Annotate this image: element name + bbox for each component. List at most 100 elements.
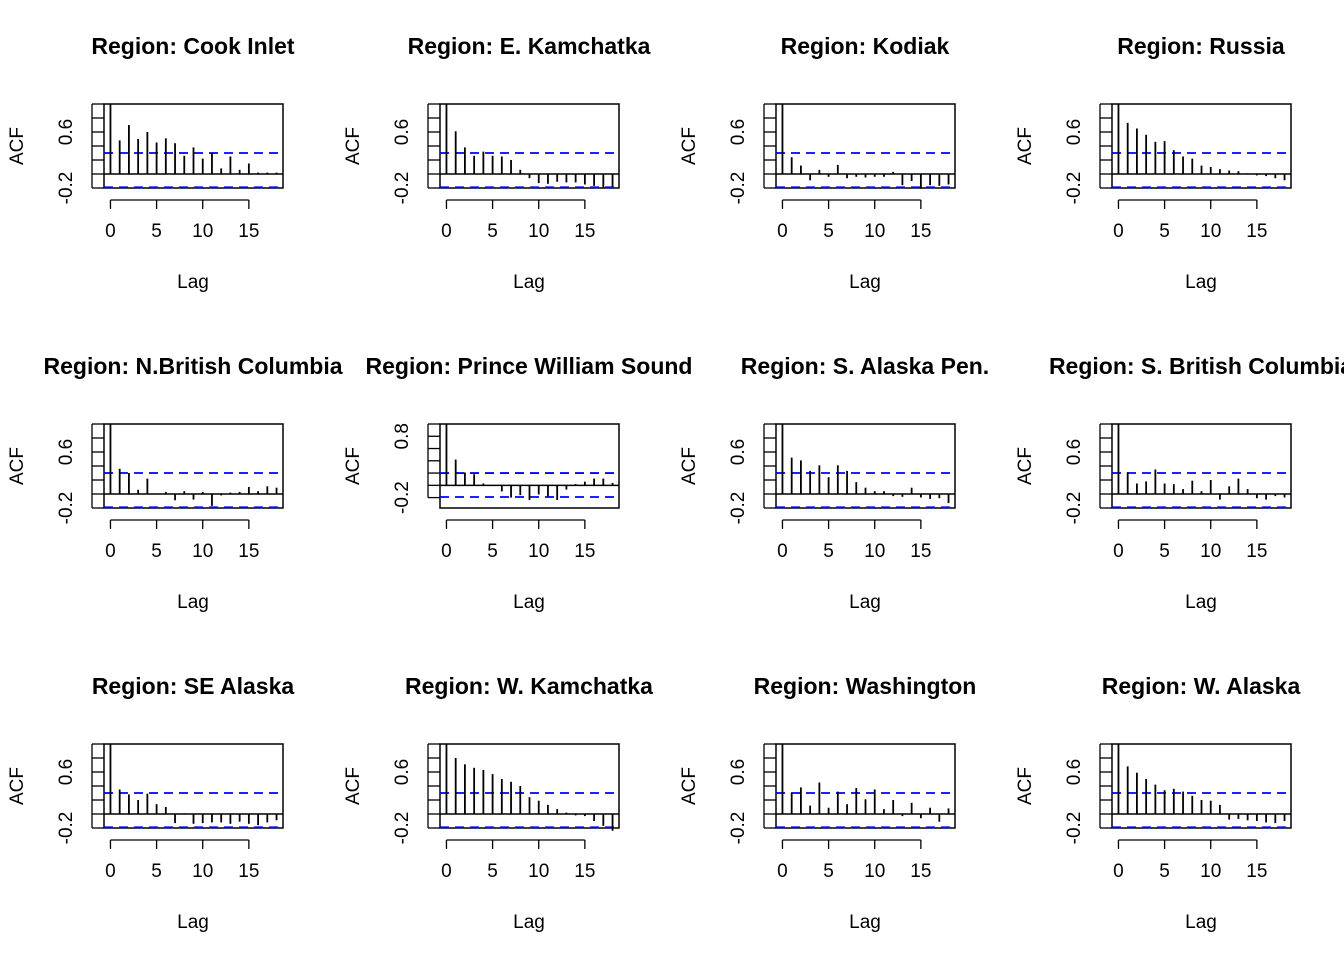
- y-tick-label: 0.6: [392, 759, 413, 785]
- y-tick-label: -0.2: [1064, 492, 1085, 525]
- x-tick-label: 10: [528, 541, 549, 562]
- x-tick-label: 5: [487, 221, 498, 242]
- y-tick-label: -0.2: [1064, 812, 1085, 845]
- x-tick-label: 5: [487, 861, 498, 882]
- panel-title: Region: Russia: [1117, 33, 1285, 59]
- x-tick-label: 5: [1159, 541, 1170, 562]
- x-axis-label: Lag: [177, 592, 209, 613]
- x-tick-label: 0: [105, 541, 116, 562]
- x-tick-label: 5: [151, 221, 162, 242]
- x-tick-label: 10: [1200, 861, 1221, 882]
- x-tick-label: 0: [441, 221, 452, 242]
- y-tick-label: 0.8: [392, 423, 413, 449]
- x-axis-label: Lag: [177, 912, 209, 933]
- panel-title: Region: Prince William Sound: [366, 353, 693, 379]
- x-tick-label: 15: [574, 221, 595, 242]
- y-axis-label: ACF: [679, 447, 700, 485]
- x-tick-label: 10: [864, 541, 885, 562]
- y-tick-label: -0.2: [392, 172, 413, 205]
- x-axis-label: Lag: [177, 272, 209, 293]
- y-axis-label: ACF: [1015, 767, 1036, 805]
- plot-frame: [103, 103, 284, 189]
- y-tick-label: -0.2: [1064, 172, 1085, 205]
- x-axis-label: Lag: [513, 272, 545, 293]
- acf-panel: Region: W. Alaska -0.2 0.6 0 5 10 15 Lag ACF: [1015, 673, 1300, 933]
- acf-panel: Region: Washington -0.2 0.6 0 5 10 15 Lag ACF: [679, 673, 976, 933]
- y-tick-label: -0.2: [728, 492, 749, 525]
- x-axis-label: Lag: [849, 592, 881, 613]
- x-tick-label: 10: [864, 861, 885, 882]
- y-axis-label: ACF: [343, 447, 364, 485]
- acf-panel: Region: Russia -0.2 0.6 0 5 10 15 Lag ACF: [1015, 33, 1292, 293]
- x-axis-label: Lag: [1185, 912, 1217, 933]
- x-tick-label: 15: [910, 541, 931, 562]
- panel-title: Region: Cook Inlet: [91, 33, 295, 59]
- x-tick-label: 0: [441, 861, 452, 882]
- x-tick-label: 15: [910, 221, 931, 242]
- x-tick-label: 0: [105, 221, 116, 242]
- y-axis-label: ACF: [7, 127, 28, 165]
- y-axis-label: ACF: [7, 767, 28, 805]
- x-tick-label: 15: [1246, 221, 1267, 242]
- acf-panel: Region: S. Alaska Pen. -0.2 0.6 0 5 10 15 Lag AC…: [679, 353, 989, 613]
- x-tick-label: 0: [777, 221, 788, 242]
- y-tick-label: 0.6: [728, 759, 749, 785]
- x-tick-label: 10: [528, 861, 549, 882]
- y-tick-label: -0.2: [728, 812, 749, 845]
- y-axis-label: ACF: [679, 767, 700, 805]
- x-axis-label: Lag: [849, 912, 881, 933]
- plot-frame: [1111, 103, 1292, 189]
- x-tick-label: 15: [238, 541, 259, 562]
- y-axis-label: ACF: [1015, 127, 1036, 165]
- acf-panel: Region: W. Kamchatka -0.2 0.6 0 5 10 15 Lag ACF: [343, 673, 653, 933]
- x-tick-label: 5: [151, 541, 162, 562]
- y-tick-label: -0.2: [728, 172, 749, 205]
- x-tick-label: 0: [1113, 541, 1124, 562]
- y-tick-label: 0.6: [728, 439, 749, 465]
- x-tick-label: 15: [574, 541, 595, 562]
- x-tick-label: 10: [1200, 541, 1221, 562]
- x-tick-label: 10: [1200, 221, 1221, 242]
- y-axis-label: ACF: [343, 127, 364, 165]
- x-tick-label: 5: [823, 541, 834, 562]
- y-tick-label: -0.2: [392, 812, 413, 845]
- x-tick-label: 0: [441, 541, 452, 562]
- acf-panel: Region: Cook Inlet -0.2 0.6 0 5 10 15 Lag ACF: [7, 33, 295, 293]
- x-axis-label: Lag: [1185, 592, 1217, 613]
- x-tick-label: 0: [777, 541, 788, 562]
- y-axis-label: ACF: [679, 127, 700, 165]
- y-tick-label: 0.6: [1064, 119, 1085, 145]
- acf-panel: Region: N.British Columbia -0.2 0.6 0 5 10 15 L…: [7, 353, 343, 613]
- panel-title: Region: S. British Columbia: [1049, 353, 1344, 379]
- plot-frame: [1111, 423, 1292, 509]
- x-tick-label: 0: [1113, 221, 1124, 242]
- y-tick-label: -0.2: [56, 812, 77, 845]
- x-tick-label: 0: [777, 861, 788, 882]
- y-axis-label: ACF: [7, 447, 28, 485]
- plot-frame: [775, 423, 956, 509]
- acf-panel: Region: E. Kamchatka -0.2 0.6 0 5 10 15 Lag ACF: [343, 33, 651, 293]
- y-tick-label: 0.6: [728, 119, 749, 145]
- x-tick-label: 10: [864, 221, 885, 242]
- panel-title: Region: SE Alaska: [92, 673, 295, 699]
- plot-frame: [439, 423, 620, 509]
- x-tick-label: 10: [528, 221, 549, 242]
- plot-frame: [775, 743, 956, 829]
- y-axis-label: ACF: [343, 767, 364, 805]
- panel-title: Region: E. Kamchatka: [408, 33, 651, 59]
- y-tick-label: 0.6: [56, 759, 77, 785]
- x-tick-label: 10: [192, 541, 213, 562]
- x-tick-label: 15: [574, 861, 595, 882]
- x-tick-label: 5: [1159, 221, 1170, 242]
- plot-frame: [439, 743, 620, 829]
- y-axis-label: ACF: [1015, 447, 1036, 485]
- x-tick-label: 15: [238, 221, 259, 242]
- panel-title: Region: W. Kamchatka: [405, 673, 653, 699]
- x-tick-label: 10: [192, 861, 213, 882]
- y-tick-label: 0.6: [1064, 759, 1085, 785]
- x-tick-label: 15: [910, 861, 931, 882]
- y-tick-label: 0.6: [392, 119, 413, 145]
- y-tick-label: 0.6: [56, 119, 77, 145]
- acf-panel: Region: Prince William Sound -0.2 0.8 0 5 10 1…: [343, 353, 692, 613]
